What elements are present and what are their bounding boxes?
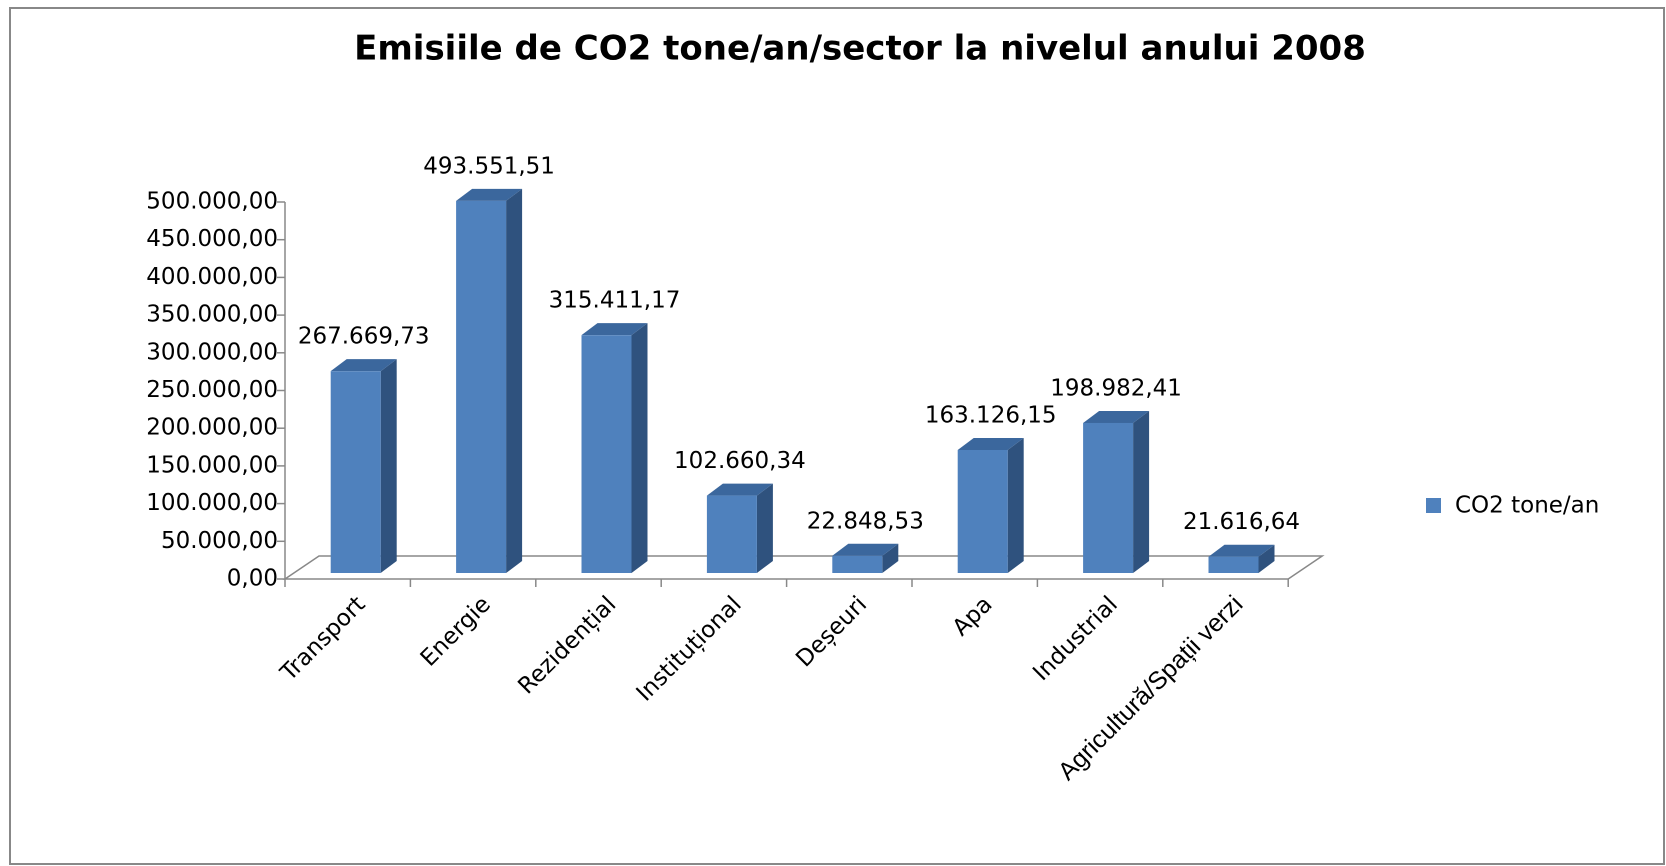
y-tick-label: 150.000,00 bbox=[146, 452, 278, 478]
bar-front bbox=[957, 450, 1008, 573]
bar bbox=[1208, 544, 1275, 573]
bar-side bbox=[380, 359, 397, 573]
y-tick-label: 500.000,00 bbox=[146, 189, 278, 215]
bar-side bbox=[882, 543, 899, 573]
floor bbox=[282, 555, 1325, 580]
data-label: 493.551,51 bbox=[423, 153, 555, 179]
y-tick-label: 200.000,00 bbox=[146, 415, 278, 441]
bar-top bbox=[1083, 410, 1150, 423]
legend-label: CO2 tone/an bbox=[1455, 493, 1599, 519]
bar bbox=[330, 359, 397, 573]
bar-top bbox=[330, 359, 397, 372]
data-label: 267.669,73 bbox=[298, 324, 430, 350]
bar-top bbox=[957, 438, 1024, 451]
bar-top bbox=[456, 188, 523, 201]
data-label: 102.660,34 bbox=[674, 448, 806, 474]
y-tick-label: 50.000,00 bbox=[161, 528, 278, 554]
bar-front bbox=[456, 200, 507, 573]
y-tick-label: 300.000,00 bbox=[146, 339, 278, 365]
bar-front bbox=[1208, 556, 1259, 573]
bar-side bbox=[1258, 544, 1275, 573]
bar-top bbox=[1208, 544, 1275, 557]
bar-front bbox=[832, 555, 883, 573]
y-tick-label: 250.000,00 bbox=[146, 377, 278, 403]
data-label: 163.126,15 bbox=[925, 403, 1057, 429]
y-tick-label: 350.000,00 bbox=[146, 302, 278, 328]
y-tick-label: 400.000,00 bbox=[146, 264, 278, 290]
bar-top bbox=[706, 483, 773, 496]
bar bbox=[1083, 410, 1150, 573]
bar-side bbox=[506, 188, 523, 573]
y-tick-label: 100.000,00 bbox=[146, 490, 278, 516]
data-label: 315.411,17 bbox=[549, 288, 681, 314]
bar bbox=[456, 188, 523, 573]
bar-front bbox=[1083, 422, 1134, 573]
bar bbox=[581, 323, 648, 573]
bar bbox=[706, 483, 773, 573]
data-label: 22.848,53 bbox=[807, 508, 924, 534]
y-tick-label: 0,00 bbox=[227, 566, 278, 592]
legend-swatch bbox=[1426, 498, 1441, 513]
bar-top bbox=[832, 543, 899, 556]
bar-side bbox=[1133, 410, 1150, 573]
bar-front bbox=[581, 335, 632, 573]
bar bbox=[832, 543, 899, 573]
bar-front bbox=[706, 495, 757, 573]
bar-front bbox=[330, 371, 381, 573]
bar bbox=[957, 438, 1024, 573]
bar-side bbox=[631, 323, 648, 573]
data-label: 198.982,41 bbox=[1050, 375, 1182, 401]
bar-top bbox=[581, 323, 648, 336]
y-tick-label: 450.000,00 bbox=[146, 226, 278, 252]
bar-side bbox=[756, 483, 773, 573]
chart-title: Emisiile de CO2 tone/an/sector la nivelu… bbox=[354, 29, 1366, 69]
bar-side bbox=[1007, 438, 1024, 573]
data-label: 21.616,64 bbox=[1183, 509, 1300, 535]
